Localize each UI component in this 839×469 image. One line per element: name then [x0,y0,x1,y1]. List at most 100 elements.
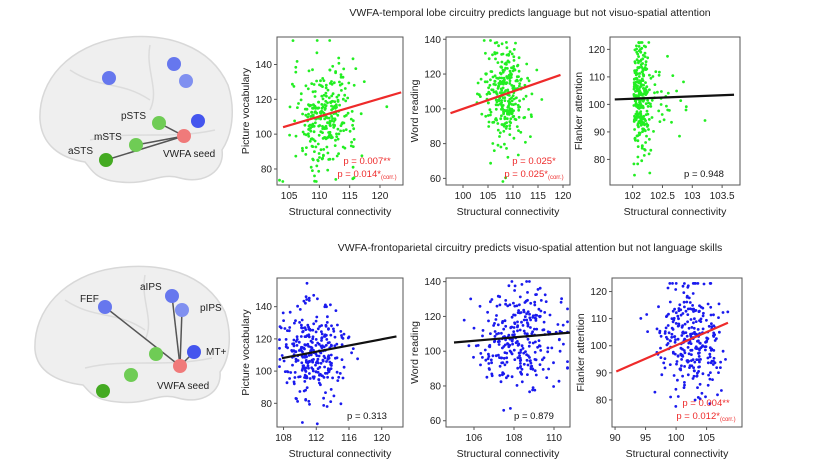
data-point [491,88,495,92]
data-point [639,112,642,116]
data-point [710,322,713,326]
data-point [501,86,505,90]
data-point [483,80,487,84]
data-point [718,330,721,334]
data-point [635,50,639,54]
data-point [542,356,546,360]
data-point [562,342,565,346]
data-point [502,112,505,116]
data-point [645,109,649,113]
data-point [310,82,314,85]
data-point [333,100,337,103]
data-point [498,131,502,135]
data-point [304,398,308,402]
data-point [501,104,505,107]
data-point [498,76,501,80]
data-point [292,338,296,342]
data-point [524,94,528,98]
data-point [521,324,525,327]
data-point [502,82,505,86]
data-point [709,282,713,285]
data-point [651,75,655,78]
data-point [529,135,532,139]
data-point [566,360,569,363]
data-point [692,374,696,378]
data-point [533,316,537,320]
data-point [519,370,522,374]
data-point [632,77,636,81]
data-point [499,380,503,384]
data-point [311,122,315,126]
data-point [712,349,716,352]
data-point [646,98,649,102]
data-point [308,139,312,143]
data-point [531,388,534,392]
data-point [325,94,328,98]
data-point [305,107,309,111]
data-point [526,310,530,314]
data-point [278,338,281,341]
data-point [514,102,517,106]
data-point [495,118,498,122]
data-point [508,82,512,85]
data-point [518,354,521,357]
data-point [632,104,636,107]
regression-line [281,335,397,360]
data-point [534,358,538,362]
p-value-text: p = 0.948 [684,169,724,180]
data-point [344,114,348,117]
data-point [325,305,328,309]
y-axis-label: Word reading [409,321,421,384]
data-point [719,366,722,369]
data-point [529,326,532,329]
data-point [672,316,676,320]
data-point [705,339,709,343]
data-point [334,138,337,142]
data-point [284,338,288,341]
data-point [529,301,533,305]
data-point [303,373,307,377]
data-point [340,343,344,347]
data-point [700,391,704,395]
label-vwfa-seed: VWFA seed [163,149,215,160]
data-point [542,320,546,324]
data-point [637,131,641,135]
data-point [637,75,641,78]
data-point [640,159,644,163]
data-point [339,402,343,406]
data-point [307,335,311,339]
data-point [642,154,646,157]
data-point [522,318,526,322]
data-point [337,132,341,136]
data-point [634,73,638,77]
data-point [488,83,492,87]
data-point [662,361,666,365]
data-point [314,344,318,347]
data-point [518,356,522,360]
data-point [313,90,317,93]
data-point [337,93,341,97]
data-point [508,79,512,83]
data-point [494,318,498,321]
data-point [669,395,672,399]
node-blue [191,114,205,128]
data-point [503,319,507,323]
data-point [510,280,514,283]
data-point [496,103,500,107]
data-point [508,50,512,54]
data-point [632,94,636,98]
data-point [658,120,662,123]
data-point [344,128,348,132]
data-point [322,154,325,158]
scatter-plot-3: 102 102.5 103 103.5 80 90 100 110 120 Structural … [573,36,741,218]
p-value-annotation: p = 0.025* [512,156,556,167]
data-point [294,357,298,361]
data-point [336,127,340,131]
data-point [321,131,324,135]
data-point [304,335,308,338]
data-point [506,59,510,63]
data-point [674,338,677,342]
data-point [671,309,675,313]
data-point [469,297,473,301]
data-point [701,314,705,318]
